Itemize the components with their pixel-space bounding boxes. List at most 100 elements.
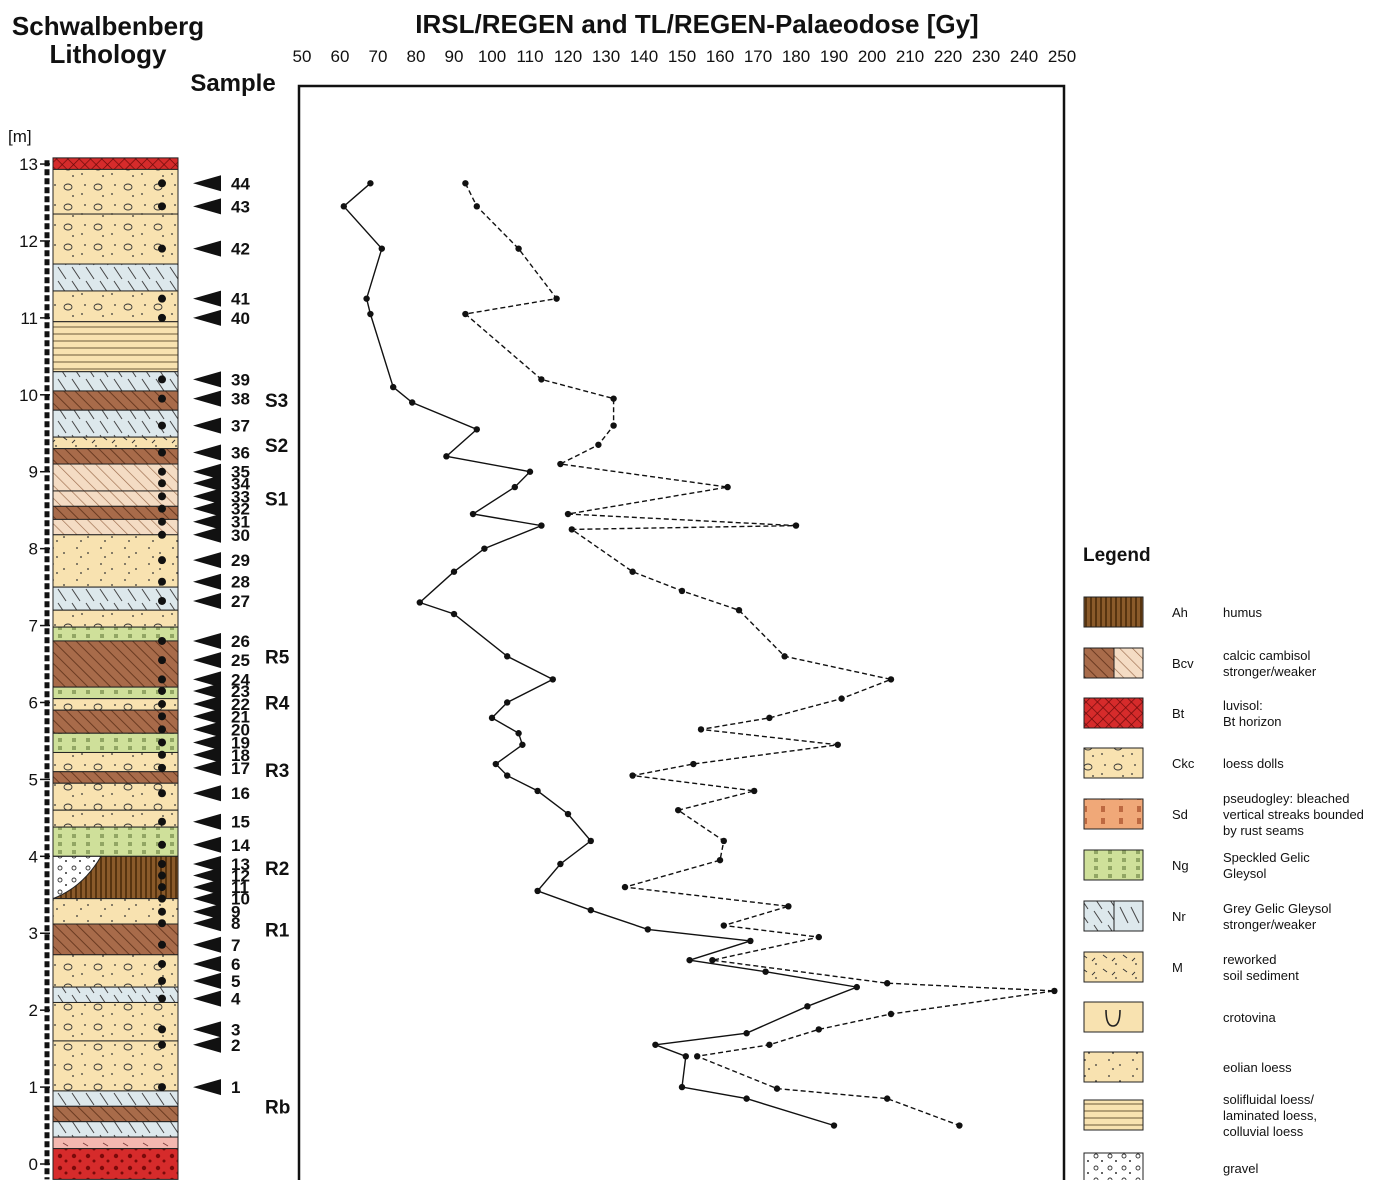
irsl-point (853, 983, 860, 991)
legend-item: crotovina (1083, 1001, 1277, 1033)
lithology-layer-bcv (52, 640, 179, 688)
irsl-point (743, 1095, 750, 1102)
x-tick-label: 200 (858, 47, 886, 66)
sample-number: 11 (231, 878, 249, 897)
sample-number: 15 (231, 813, 250, 832)
tl-point (720, 837, 727, 845)
sample-triangle (193, 552, 221, 569)
tl-point (792, 522, 800, 529)
x-tick-label: 50 (293, 47, 312, 66)
horizon-labels: S3 S2 S1 R5 R4 R3 R2 R1 Rb (265, 391, 290, 1118)
sample-triangle (193, 592, 221, 609)
tl-point (785, 903, 792, 910)
lithology-layer-ckc (52, 1001, 179, 1042)
sample-number: 2 (231, 1036, 240, 1055)
tl-point (751, 787, 758, 795)
sample-number: 43 (231, 197, 250, 216)
irsl-point (481, 545, 488, 552)
irsl-point (450, 610, 458, 618)
depth-tick-label: 10 (19, 386, 38, 405)
lithology-layer-nr (52, 409, 179, 438)
lithology-layer-ckc (52, 609, 179, 628)
sample-triangle (193, 475, 221, 492)
sample-triangle (193, 903, 221, 920)
tl-point (884, 980, 891, 987)
sample-triangle (193, 856, 221, 873)
horizon-label: R4 (265, 693, 290, 714)
irsl-point (450, 568, 458, 575)
sample-number: 32 (231, 500, 250, 519)
sample-dot (158, 375, 166, 384)
depth-tick-label: 8 (29, 540, 38, 559)
horizon-label: R2 (265, 859, 289, 880)
sample-number: 30 (231, 526, 250, 545)
legend-label: crotovina (1223, 1010, 1277, 1025)
sample-triangle (193, 309, 221, 326)
legend-swatch (1083, 1099, 1144, 1131)
depth-tick-label: 7 (29, 617, 38, 636)
sample-dot (158, 530, 166, 539)
sample-number: 21 (231, 707, 250, 726)
sample-number: 36 (231, 443, 250, 462)
tl-point (610, 422, 617, 429)
lithology-layer-bt (52, 157, 179, 170)
tl-point (884, 1095, 891, 1102)
legend-code: Bt (1172, 706, 1185, 721)
legend-label: Speckled Gelic (1223, 850, 1310, 865)
legend-label: vertical streaks bounded (1223, 807, 1364, 822)
sample-column-title: Sample (190, 70, 275, 97)
sample-dot (158, 883, 166, 892)
sample-dot (158, 504, 166, 513)
tl-point (834, 741, 841, 748)
legend-swatch (1083, 849, 1144, 881)
lithology-gravel-wedge (52, 855, 102, 900)
sample-number: 37 (231, 417, 250, 436)
sample-triangle (193, 990, 221, 1007)
tl-point (815, 933, 822, 941)
irsl-point (526, 468, 534, 475)
irsl-point (686, 956, 693, 964)
tl-point (568, 526, 575, 533)
legend-swatch (1083, 1001, 1144, 1033)
sample-number: 22 (231, 695, 250, 714)
crotovina-icon (1105, 1009, 1121, 1027)
irsl-point (504, 653, 511, 660)
sample-triangle (193, 1036, 221, 1053)
sample-triangle (193, 734, 221, 751)
sample-triangle (193, 867, 221, 884)
sample-triangle (193, 879, 221, 896)
sample-dot (158, 202, 166, 211)
x-tick-label: 80 (407, 47, 426, 66)
tl-point (887, 676, 895, 683)
legend-label: solifluidal loess/ (1223, 1092, 1314, 1107)
sample-triangle (193, 708, 221, 725)
legend-code: M (1172, 960, 1183, 975)
x-tick-label: 130 (592, 47, 620, 66)
legend-swatch (1083, 596, 1144, 628)
x-tick-label: 150 (668, 47, 696, 66)
lithology-layer-eolian (52, 898, 179, 925)
sample-number: 8 (231, 914, 240, 933)
sample-triangle (193, 526, 221, 543)
data-series (340, 180, 1058, 1129)
lithology-layer-ng (52, 826, 179, 857)
sample-dot (158, 994, 166, 1003)
legend-code: Bcv (1172, 656, 1194, 671)
legend-label: Bt horizon (1223, 714, 1282, 729)
irsl-point (587, 906, 594, 914)
depth-tick-label: 0 (29, 1155, 38, 1174)
sample-triangle (193, 972, 221, 989)
sample-triangle (193, 836, 221, 853)
x-tick-label: 100 (478, 47, 506, 66)
legend-label: soil sediment (1223, 968, 1299, 983)
depth-tick-label: 1 (29, 1078, 38, 1097)
sample-number: 13 (231, 855, 250, 874)
lithology-layer-bcv (52, 1105, 179, 1123)
legend-code: Ckc (1172, 756, 1195, 771)
legend-swatch (1083, 1051, 1144, 1083)
depth-tick-label: 9 (29, 463, 38, 482)
irsl-point (678, 1083, 686, 1091)
